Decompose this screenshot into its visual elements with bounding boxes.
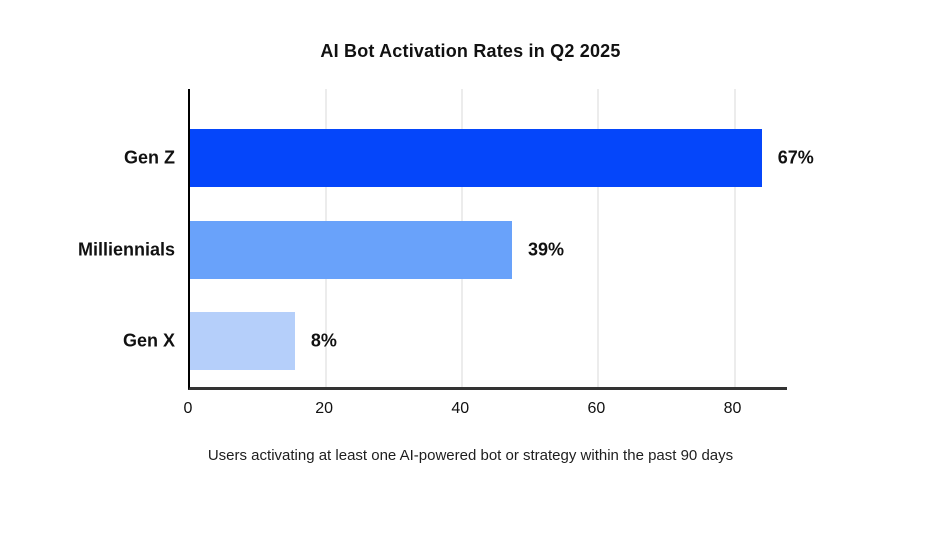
bar-milliennials — [190, 220, 512, 279]
value-label: 8% — [310, 330, 337, 351]
gridline-80 — [733, 89, 736, 387]
chart-title: AI Bot Activation Rates in Q2 2025 — [320, 41, 621, 61]
value-label: 39% — [527, 239, 564, 259]
x-tick-label: 40 — [451, 400, 470, 417]
gridline-60 — [597, 89, 600, 387]
bar-gen-z — [190, 129, 762, 187]
category-label: Gen X — [122, 330, 175, 351]
value-label: 67% — [777, 147, 814, 168]
chart-caption: Users activating at least one AI-powered… — [207, 447, 734, 464]
x-tick-label: 60 — [587, 400, 606, 417]
x-tick-label: 20 — [315, 400, 334, 417]
x-tick-label: 80 — [723, 400, 742, 417]
category-label: Gen Z — [123, 147, 175, 168]
plot-area: 67% 39% 8% — [188, 89, 814, 390]
bar-gen-x — [190, 312, 295, 370]
category-label: Milliennials — [77, 239, 175, 259]
x-tick-label: 0 — [183, 400, 193, 417]
